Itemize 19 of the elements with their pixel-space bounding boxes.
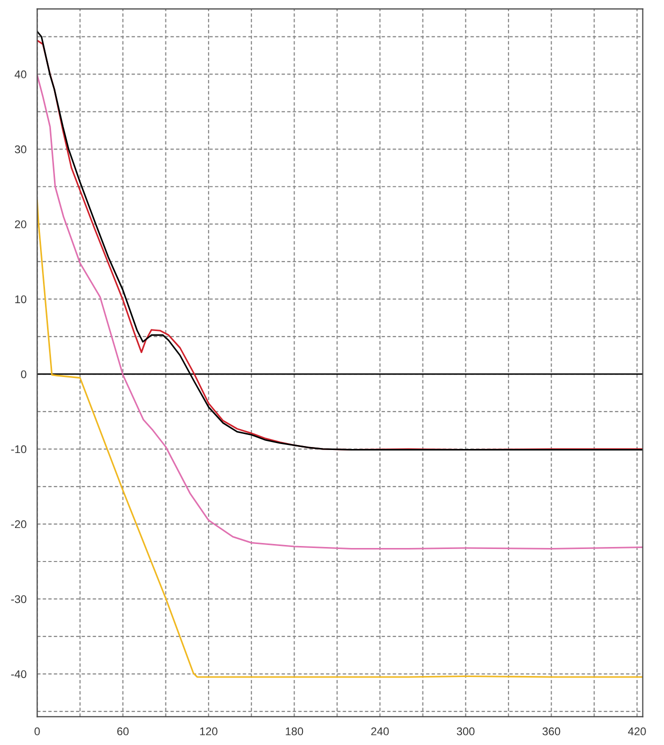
x-tick-label: 420 bbox=[628, 727, 646, 736]
y-tick-label: 40 bbox=[14, 70, 26, 78]
x-tick-label: 0 bbox=[34, 727, 40, 736]
y-tick-label: 10 bbox=[15, 295, 26, 304]
line-series bbox=[37, 199, 643, 678]
line-series bbox=[37, 74, 643, 550]
y-tick-label: 30 bbox=[14, 145, 26, 154]
x-tick-label: 120 bbox=[200, 727, 218, 736]
y-tick-label: -10 bbox=[11, 445, 26, 454]
x-tick-label: 180 bbox=[286, 727, 304, 736]
y-tick-label: 0 bbox=[21, 370, 26, 378]
x-tick-label: 360 bbox=[542, 727, 560, 736]
x-tick-label: 240 bbox=[371, 727, 389, 736]
y-tick-label: -30 bbox=[11, 595, 26, 604]
x-tick-label: 60 bbox=[117, 727, 129, 736]
y-tick-label: 20 bbox=[14, 220, 26, 228]
x-tick-label: 300 bbox=[456, 727, 474, 736]
y-tick-label: -20 bbox=[11, 520, 26, 528]
y-tick-label: -40 bbox=[11, 670, 26, 678]
